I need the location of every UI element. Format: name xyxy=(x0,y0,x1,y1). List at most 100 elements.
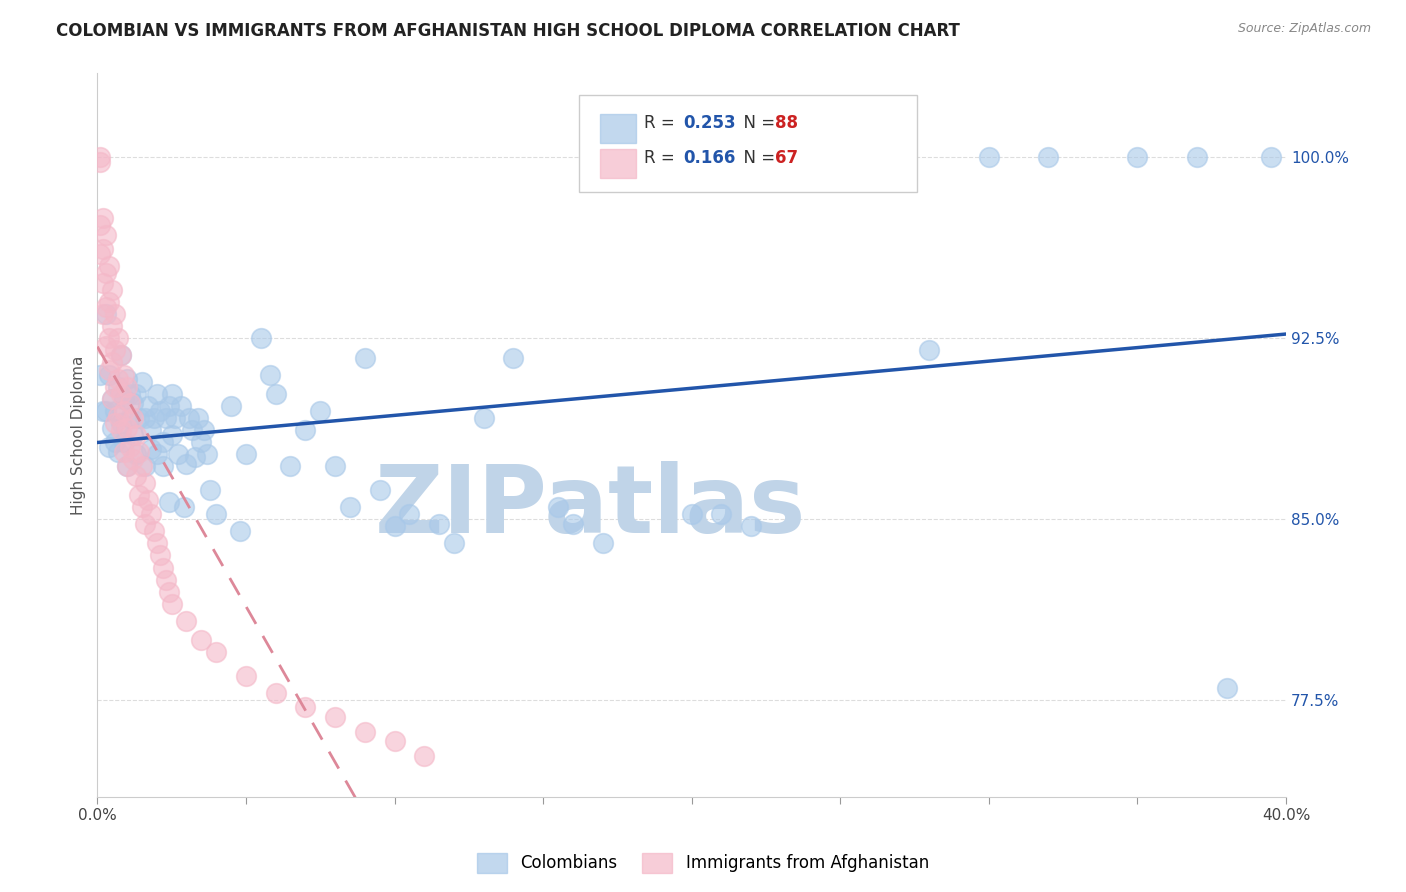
Point xyxy=(294,700,316,714)
Point xyxy=(353,351,375,365)
Point xyxy=(125,386,148,401)
Point xyxy=(110,386,132,401)
Point xyxy=(125,447,148,461)
Point xyxy=(1215,681,1237,695)
Point xyxy=(91,242,114,256)
Point xyxy=(339,500,361,515)
Point xyxy=(112,368,135,382)
Point xyxy=(101,420,124,434)
Point xyxy=(115,459,138,474)
Point xyxy=(136,399,159,413)
Text: N =: N = xyxy=(734,149,780,167)
Point xyxy=(323,459,346,474)
Point xyxy=(249,331,271,345)
Point xyxy=(184,450,207,464)
Point xyxy=(235,447,257,461)
Point xyxy=(96,266,118,280)
Point xyxy=(98,362,121,376)
Point xyxy=(101,392,124,406)
Point xyxy=(264,386,287,401)
Point xyxy=(98,259,121,273)
Point xyxy=(152,459,174,474)
Point xyxy=(190,632,212,647)
Point xyxy=(413,748,436,763)
Point xyxy=(104,403,127,417)
Text: 67: 67 xyxy=(775,149,799,167)
Point xyxy=(107,372,129,386)
Point xyxy=(169,399,191,413)
Point xyxy=(160,427,183,442)
Point xyxy=(98,331,121,345)
Point xyxy=(98,368,121,382)
Point xyxy=(112,444,135,458)
Point xyxy=(139,508,162,522)
Point xyxy=(1185,150,1208,164)
Point xyxy=(118,386,141,401)
Point xyxy=(502,351,524,365)
Point xyxy=(200,483,222,498)
Point xyxy=(219,399,242,413)
FancyBboxPatch shape xyxy=(600,149,636,178)
Point xyxy=(472,411,495,425)
Point xyxy=(157,584,180,599)
Point xyxy=(118,440,141,454)
Text: Source: ZipAtlas.com: Source: ZipAtlas.com xyxy=(1237,22,1371,36)
Point xyxy=(89,218,111,232)
Point xyxy=(181,423,204,437)
Point xyxy=(107,409,129,423)
Point xyxy=(740,519,762,533)
Point xyxy=(104,343,127,358)
Point xyxy=(101,355,124,369)
Point xyxy=(205,645,228,659)
Point xyxy=(104,435,127,450)
Point xyxy=(104,307,127,321)
Point xyxy=(190,435,212,450)
Point xyxy=(1260,150,1282,164)
Text: R =: R = xyxy=(644,114,681,132)
Text: 0.166: 0.166 xyxy=(683,149,735,167)
Point xyxy=(118,396,141,410)
Point xyxy=(142,411,165,425)
Point xyxy=(91,403,114,417)
Point xyxy=(104,379,127,393)
Point xyxy=(179,411,201,425)
Point xyxy=(681,508,703,522)
Point xyxy=(110,423,132,437)
Point xyxy=(110,348,132,362)
Text: R =: R = xyxy=(644,149,681,167)
Point xyxy=(110,348,132,362)
Point xyxy=(294,423,316,437)
Point xyxy=(125,468,148,483)
Point xyxy=(166,447,188,461)
Text: 0.253: 0.253 xyxy=(683,114,735,132)
Point xyxy=(142,524,165,539)
Point xyxy=(157,399,180,413)
FancyBboxPatch shape xyxy=(579,95,918,193)
Point xyxy=(115,459,138,474)
Point xyxy=(98,440,121,454)
Point xyxy=(122,452,145,467)
Point xyxy=(96,403,118,417)
Point xyxy=(96,338,118,352)
Point xyxy=(1126,150,1149,164)
Point xyxy=(149,549,172,563)
Point xyxy=(152,435,174,450)
Point xyxy=(710,508,733,522)
Point xyxy=(1038,150,1060,164)
Point xyxy=(115,420,138,434)
Point xyxy=(427,517,450,532)
Point xyxy=(368,483,391,498)
Point xyxy=(131,500,153,515)
Point xyxy=(98,295,121,310)
Point xyxy=(104,416,127,430)
Point xyxy=(139,442,162,457)
Point xyxy=(136,492,159,507)
Point xyxy=(160,386,183,401)
Point xyxy=(561,517,583,532)
Point xyxy=(134,411,156,425)
Point xyxy=(229,524,252,539)
Point xyxy=(443,536,465,550)
Point xyxy=(122,427,145,442)
Point xyxy=(977,150,1000,164)
Point xyxy=(107,331,129,345)
